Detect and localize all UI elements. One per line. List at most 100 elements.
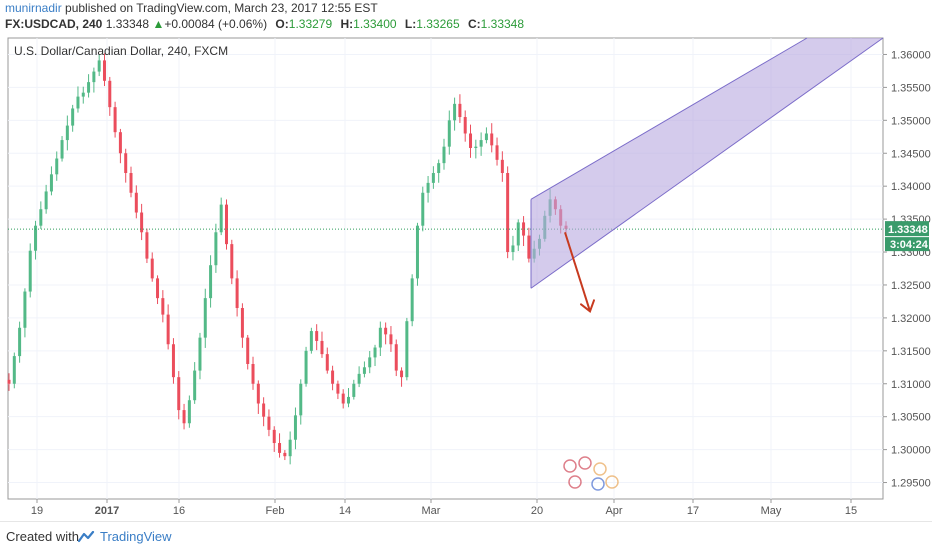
candle-body [108, 80, 112, 108]
y-tick-label: 1.34500 [891, 148, 931, 160]
candle-body [347, 396, 351, 404]
candle-body [219, 204, 223, 233]
price-chart[interactable]: 1.360001.355001.350001.345001.340001.335… [0, 36, 932, 521]
candle-body [145, 232, 149, 259]
y-tick-label: 1.30500 [891, 412, 931, 424]
candle-body [140, 212, 144, 233]
candle-body [293, 415, 297, 440]
candle-body [458, 103, 462, 118]
candle-body [469, 133, 473, 148]
candle-body [214, 232, 218, 266]
forecast-arrow-head-icon [580, 299, 595, 313]
candle-body [198, 337, 202, 371]
candle-body [506, 173, 510, 253]
change-arrow-icon: ▲ [152, 17, 165, 31]
candle-body [484, 133, 488, 141]
tradingview-logo-icon[interactable] [78, 531, 96, 543]
candle-body [23, 291, 27, 328]
candle-body [44, 191, 48, 210]
watermark-ring [605, 475, 619, 489]
candle-body [522, 222, 526, 236]
x-tick-label: 17 [687, 505, 699, 517]
candle-body [150, 258, 154, 279]
candle-body [389, 334, 393, 345]
candle-body [235, 278, 239, 309]
chart-title: U.S. Dollar/Canadian Dollar, 240, FXCM [14, 44, 228, 58]
candle-body [426, 182, 430, 193]
x-tick-label: Mar [422, 505, 441, 517]
candle-body [500, 159, 504, 174]
candle-body [246, 337, 250, 364]
candle-body [309, 331, 313, 351]
candle-body [76, 96, 80, 109]
candle-body [400, 370, 404, 378]
low-label: L: [404, 17, 417, 31]
candle-body [129, 173, 133, 193]
candle-body [479, 140, 483, 147]
candle-body [431, 173, 435, 183]
candle-body [511, 245, 515, 253]
tradingview-watermark-icon [563, 456, 619, 491]
watermark-ring [578, 456, 592, 470]
y-tick-label: 1.35000 [891, 115, 931, 127]
candle-body [336, 383, 340, 394]
channel-lower-line [530, 37, 884, 289]
candle-body [92, 71, 96, 83]
x-tick-label: 14 [339, 505, 351, 517]
candle-body [166, 314, 170, 345]
open-label: O: [275, 17, 289, 31]
watermark-ring [568, 475, 582, 489]
x-tick-label: 16 [173, 505, 185, 517]
y-tick-label: 1.29500 [891, 478, 931, 490]
x-tick-label: Apr [605, 505, 622, 517]
candle-body [490, 133, 494, 146]
candle-body [124, 153, 128, 174]
candle-body [410, 278, 414, 322]
open-value: 1.33279 [288, 17, 333, 31]
author-link[interactable]: munirnadir [5, 1, 62, 15]
candle-body [495, 145, 499, 160]
candle-body [304, 350, 308, 384]
y-tick-label: 1.31500 [891, 346, 931, 358]
candle-body [134, 192, 138, 213]
drawings [8, 37, 884, 313]
y-tick-label: 1.31000 [891, 379, 931, 391]
candle-body [39, 209, 43, 226]
symbol-label[interactable]: FX:USDCAD, 240 [5, 17, 103, 31]
y-tick-label: 1.33000 [891, 247, 931, 259]
x-tick-label: 2017 [95, 505, 119, 517]
candle-body [230, 244, 234, 279]
candle-body [55, 158, 59, 175]
publish-header: munirnadir published on TradingView.com,… [5, 1, 378, 15]
candle-body [240, 308, 244, 338]
grid [8, 38, 883, 499]
current-price-label: 1.33348 [888, 224, 928, 236]
candle-body [209, 265, 213, 299]
x-tick-label: May [761, 505, 782, 517]
price-axis[interactable]: 1.360001.355001.350001.345001.340001.335… [883, 49, 931, 490]
candle-body [12, 356, 16, 384]
x-tick-label: 15 [845, 505, 857, 517]
channel-upper-line [530, 37, 808, 200]
x-tick-label: 19 [31, 505, 43, 517]
candle-body [28, 250, 32, 292]
candle-body [65, 125, 69, 141]
x-tick-label: 20 [531, 505, 543, 517]
tradingview-link[interactable]: TradingView [100, 529, 172, 544]
y-tick-label: 1.35500 [891, 82, 931, 94]
candle-body [60, 140, 64, 159]
candle-body [97, 60, 101, 72]
candle-body [405, 321, 409, 378]
candle-body [283, 452, 287, 457]
time-axis[interactable]: 19 2017 16 Feb 14 Mar 20 Apr 17 May 15 [31, 499, 857, 517]
candle-body [463, 117, 467, 134]
candle-body [357, 373, 361, 384]
high-value: 1.33400 [353, 17, 397, 31]
candle-body [368, 357, 372, 368]
candle-body [447, 120, 451, 147]
y-tick-label: 1.32500 [891, 280, 931, 292]
candle-body [251, 363, 255, 384]
candle-body [320, 340, 324, 355]
countdown-label: 3:04:24 [890, 239, 929, 251]
countdown-tag [885, 237, 929, 252]
